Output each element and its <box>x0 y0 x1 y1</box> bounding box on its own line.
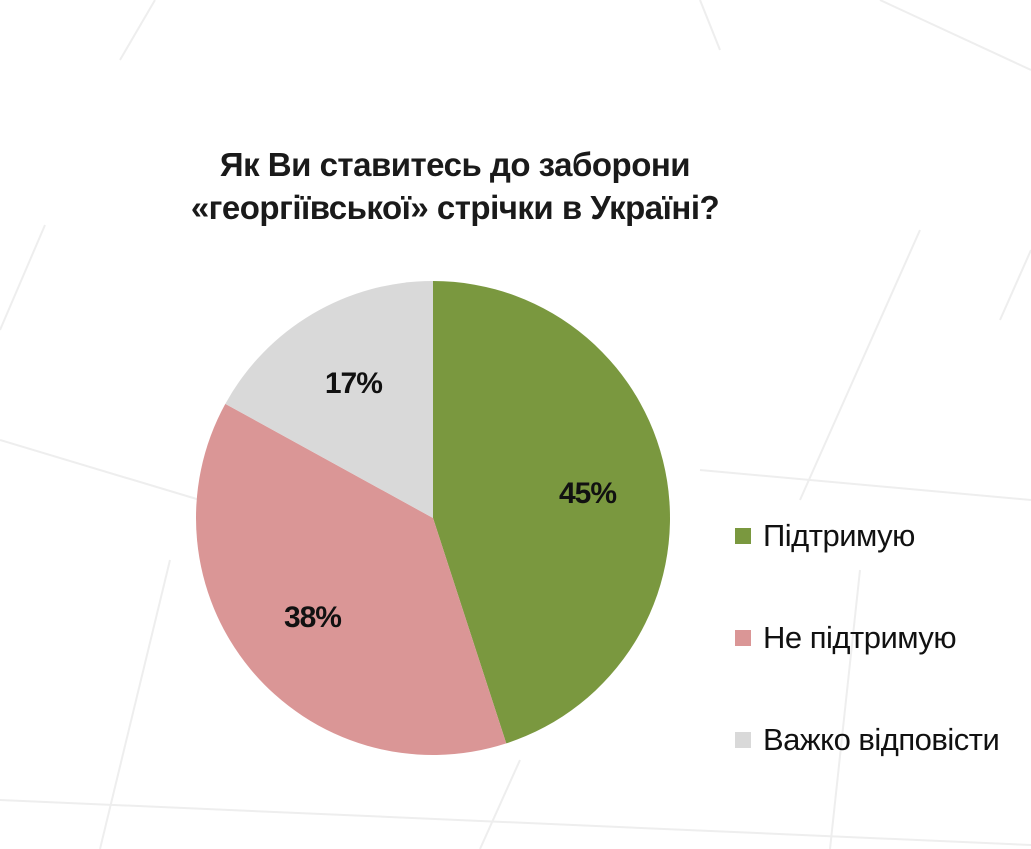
legend-label-not-support: Не підтримую <box>763 620 957 655</box>
pie-slice-support <box>433 281 670 744</box>
chart-title-line-2: «георгіївської» стрічки в Україні? <box>190 189 720 226</box>
legend-swatch-support <box>735 528 751 544</box>
legend-item-support: Підтримую <box>735 512 999 560</box>
pie-slices <box>195 281 670 756</box>
legend-label-hard-to-say: Важко відповісти <box>763 722 1000 757</box>
pie-slice-not-support <box>195 403 507 756</box>
legend-item-hard-to-say: Важко відповісти <box>735 716 1000 764</box>
pie-labels: 45% 38% 17% <box>284 367 617 634</box>
legend-swatch-not-support <box>735 630 751 646</box>
legend-label-support: Підтримую <box>763 518 915 553</box>
pie-slice-hard-to-say <box>225 281 433 518</box>
legend-item-not-support: Не підтримую <box>735 614 999 662</box>
pie-label-hard-to-say: 17% <box>325 367 382 400</box>
pie-label-support: 45% <box>559 477 616 510</box>
chart-title: Як Ви ставитесь до заборони «георгіївськ… <box>150 143 760 229</box>
legend-swatch-hard-to-say <box>735 732 751 748</box>
pie-label-not-support: 38% <box>284 601 341 634</box>
chart-title-line-1: Як Ви ставитесь до заборони <box>219 146 691 183</box>
chart-legend: Підтримую Не підтримую Важко відповісти <box>735 512 1000 818</box>
